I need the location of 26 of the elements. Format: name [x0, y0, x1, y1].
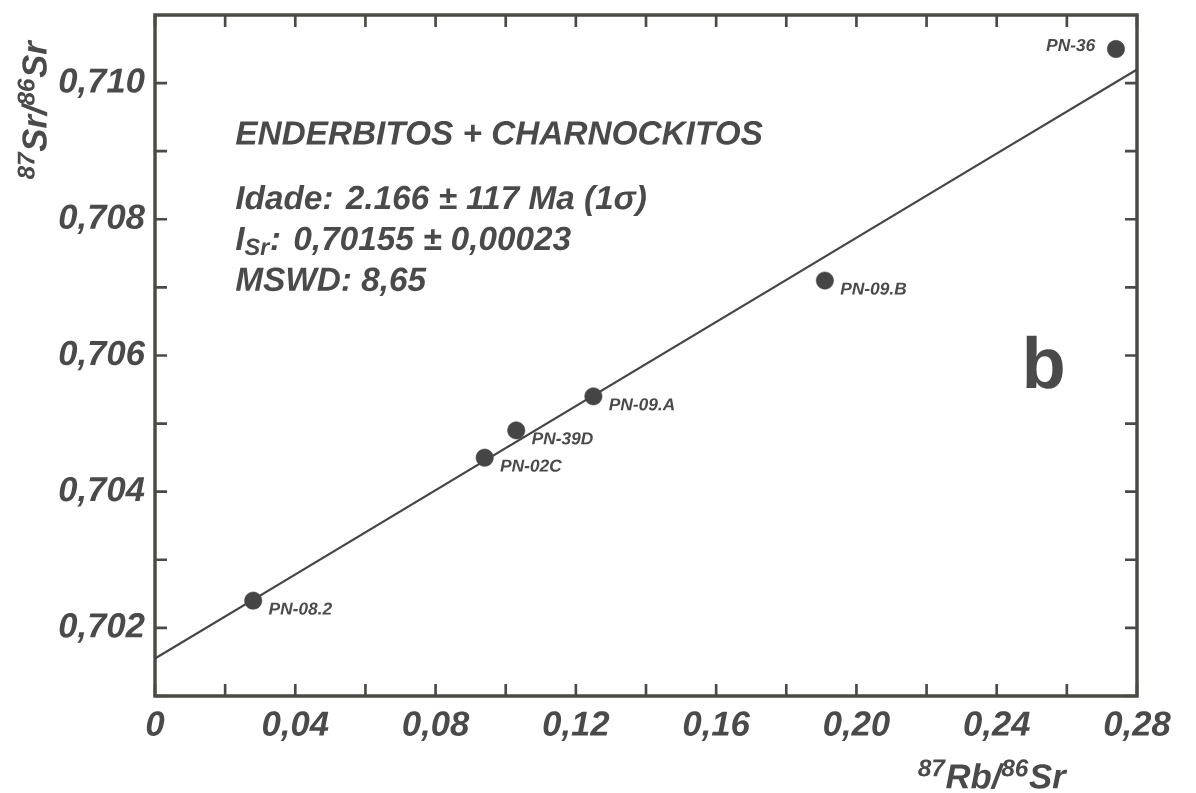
x-tick-label: 0,28	[1104, 711, 1171, 741]
x-tick-label: 0,04	[263, 711, 329, 741]
text: ENDERBITOS + CHARNOCKITOS	[235, 120, 763, 145]
annotation: I$_{Sr}$: 0,70155 ± 0,00023	[235, 226, 571, 255]
x-tick-label: 0	[146, 711, 165, 736]
x-axis-title: $^{87}$Rb/$^{86}$Sr	[918, 759, 1068, 789]
x-tick-label: 0,20	[824, 711, 890, 741]
y-tick-label: 0,704	[59, 476, 145, 507]
x-tick-label: 0,16	[683, 711, 751, 741]
x-tick-label: 0,08	[403, 711, 470, 741]
annotation: b	[1026, 335, 1063, 389]
x-tick-label: 0,12	[543, 711, 610, 741]
annotation: PN-02C	[500, 459, 562, 472]
y-tick-label: 0,702	[59, 612, 145, 643]
annotation: PN-08.2	[268, 602, 332, 615]
y-tick-label: 0,710	[59, 68, 145, 98]
annotation: PN-09.B	[840, 282, 907, 295]
y-axis-title: $^{87}$Sr/$^{86}$Sr	[17, 39, 48, 179]
x-tick-label: 0,24	[964, 711, 1030, 741]
annotation: PN-09.A	[609, 397, 674, 411]
y-tick-label: 0,706	[59, 340, 146, 371]
annotation: PN-39D	[531, 432, 593, 445]
annotation: Idade: 2.166 ± 117 Ma (1σ)	[235, 184, 646, 216]
annotation: MSWD: 8,65	[235, 267, 427, 296]
y-tick-label: 0,708	[59, 204, 145, 234]
annotation: PN-36	[1046, 38, 1096, 51]
